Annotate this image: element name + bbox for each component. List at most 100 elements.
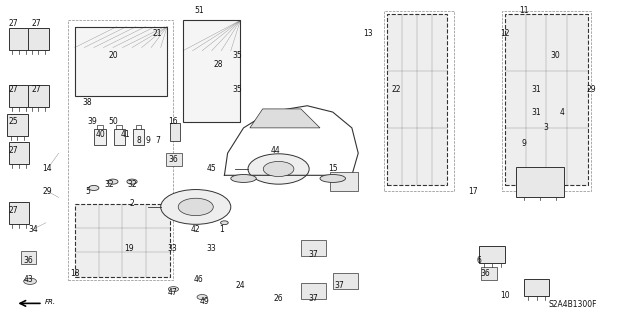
Bar xyxy=(384,11,454,191)
Text: 16: 16 xyxy=(168,117,179,126)
Text: 18: 18 xyxy=(70,269,79,278)
Text: 41: 41 xyxy=(121,130,131,139)
Text: 36: 36 xyxy=(481,269,490,278)
Bar xyxy=(28,85,49,107)
Text: 39: 39 xyxy=(87,117,97,126)
Text: 15: 15 xyxy=(328,165,337,174)
Bar xyxy=(113,130,125,145)
Text: 3: 3 xyxy=(544,123,548,132)
Circle shape xyxy=(178,198,213,216)
Text: 27: 27 xyxy=(8,145,18,154)
Bar xyxy=(9,28,29,50)
Text: 38: 38 xyxy=(83,98,92,107)
Text: 9: 9 xyxy=(145,136,150,145)
Text: 40: 40 xyxy=(95,130,105,139)
Text: 35: 35 xyxy=(232,51,242,60)
Bar xyxy=(75,27,167,96)
Text: FR.: FR. xyxy=(45,299,56,305)
Text: 44: 44 xyxy=(271,145,280,154)
Text: 33: 33 xyxy=(167,243,177,253)
Circle shape xyxy=(127,179,137,184)
Text: 6: 6 xyxy=(477,256,482,265)
Text: 47: 47 xyxy=(167,288,177,297)
Text: 22: 22 xyxy=(392,85,401,94)
Text: 17: 17 xyxy=(468,187,477,196)
Ellipse shape xyxy=(320,174,346,182)
Text: 26: 26 xyxy=(274,294,284,303)
Bar xyxy=(132,130,144,145)
Bar xyxy=(333,273,358,289)
Bar xyxy=(524,279,549,296)
Text: S2A4B1300F: S2A4B1300F xyxy=(548,300,597,309)
Text: 5: 5 xyxy=(85,187,90,196)
Text: 14: 14 xyxy=(42,165,52,174)
Text: 35: 35 xyxy=(232,85,242,94)
Text: 45: 45 xyxy=(207,165,216,174)
Bar xyxy=(75,204,170,277)
Text: 32: 32 xyxy=(127,180,137,189)
Text: 37: 37 xyxy=(334,281,344,291)
Text: 10: 10 xyxy=(500,291,509,300)
Bar xyxy=(9,202,29,224)
Text: 36: 36 xyxy=(23,256,33,265)
Bar xyxy=(68,20,173,280)
Circle shape xyxy=(89,185,99,190)
Text: 30: 30 xyxy=(551,51,561,60)
Text: 29: 29 xyxy=(586,85,596,94)
Bar xyxy=(301,283,326,299)
Bar xyxy=(505,14,588,185)
Bar xyxy=(516,167,564,197)
Text: 12: 12 xyxy=(500,28,509,38)
Text: 36: 36 xyxy=(168,155,179,164)
Bar xyxy=(481,267,497,280)
Text: 24: 24 xyxy=(236,281,245,291)
Text: 43: 43 xyxy=(23,275,33,284)
Text: 11: 11 xyxy=(519,6,529,15)
Text: 27: 27 xyxy=(8,85,18,94)
Bar xyxy=(502,11,591,191)
Text: 7: 7 xyxy=(155,136,160,145)
Bar xyxy=(7,114,28,136)
Text: 27: 27 xyxy=(8,19,18,28)
Text: 32: 32 xyxy=(105,180,115,189)
Polygon shape xyxy=(250,109,320,128)
Text: 34: 34 xyxy=(28,225,38,234)
Circle shape xyxy=(161,189,231,224)
Circle shape xyxy=(221,221,228,225)
Text: 27: 27 xyxy=(31,19,41,28)
Text: 42: 42 xyxy=(191,225,200,234)
Text: 50: 50 xyxy=(108,117,118,126)
Text: 25: 25 xyxy=(8,117,18,126)
Circle shape xyxy=(248,154,309,184)
Text: 1: 1 xyxy=(219,225,223,234)
Text: 37: 37 xyxy=(308,294,319,303)
Text: 9: 9 xyxy=(522,139,526,148)
Text: 49: 49 xyxy=(199,297,209,306)
Circle shape xyxy=(108,179,118,184)
Text: 4: 4 xyxy=(560,108,564,116)
Text: 33: 33 xyxy=(207,243,216,253)
Text: 27: 27 xyxy=(31,85,41,94)
Text: 28: 28 xyxy=(213,60,223,69)
Circle shape xyxy=(197,294,207,300)
Bar xyxy=(28,28,49,50)
Bar xyxy=(9,85,29,107)
Bar xyxy=(479,246,505,263)
Text: 8: 8 xyxy=(136,136,141,145)
Text: 46: 46 xyxy=(194,275,204,284)
Bar xyxy=(9,142,29,164)
Circle shape xyxy=(168,286,179,292)
Text: 31: 31 xyxy=(532,108,541,116)
Circle shape xyxy=(24,278,36,285)
Text: 19: 19 xyxy=(124,243,134,253)
Text: 13: 13 xyxy=(363,28,372,38)
Ellipse shape xyxy=(231,174,256,182)
Bar xyxy=(95,130,106,145)
Text: 31: 31 xyxy=(532,85,541,94)
Text: 29: 29 xyxy=(42,187,52,196)
Bar xyxy=(166,153,182,166)
Text: 51: 51 xyxy=(194,6,204,15)
Text: 37: 37 xyxy=(308,250,319,259)
Bar xyxy=(330,172,358,191)
Bar xyxy=(301,240,326,256)
